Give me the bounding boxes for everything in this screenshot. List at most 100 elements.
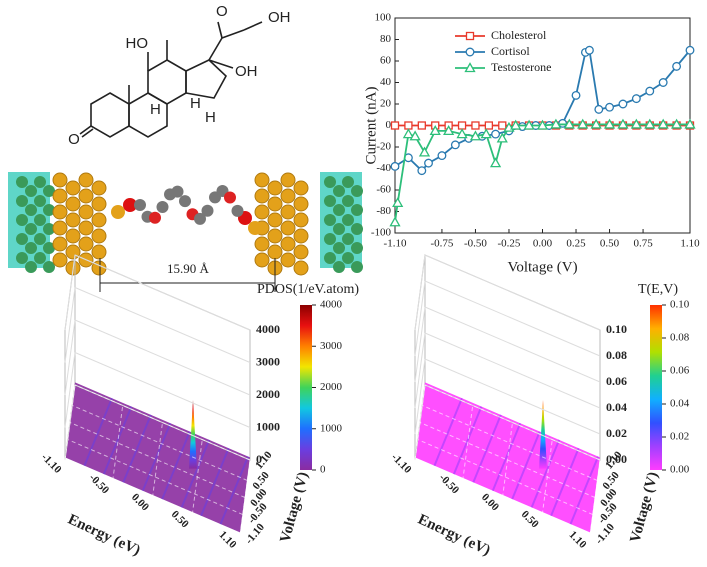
x-axis-label: Energy (eV)	[415, 512, 492, 559]
atom	[333, 204, 345, 216]
atom	[281, 253, 295, 267]
atom	[25, 261, 37, 273]
atom	[202, 205, 214, 217]
atom-label: HO	[126, 35, 149, 52]
z-tick-label: 0.02	[606, 426, 627, 440]
atom	[16, 252, 28, 264]
x-tick-label: 0.00	[533, 238, 553, 250]
colorbar	[300, 305, 312, 470]
colorbar-tick-label: 2000	[320, 381, 343, 393]
atom-label: H	[205, 109, 216, 126]
x-tick-label: 0.50	[169, 508, 191, 530]
atom	[351, 185, 363, 197]
figure: O OH HO OH H H H O 15.90 Å -100-80-60-40…	[0, 0, 707, 567]
atom	[92, 197, 106, 211]
atom	[255, 205, 269, 219]
y-tick-label: 0	[386, 119, 392, 131]
atom	[351, 242, 363, 254]
atom	[172, 186, 184, 198]
atom	[255, 189, 269, 203]
x-tick-label: 0.75	[633, 238, 653, 250]
y-tick-label: -60	[376, 184, 391, 196]
chart-title: T(E,V)	[638, 282, 678, 297]
y-tick-label: -80	[376, 205, 391, 217]
marker	[619, 100, 627, 108]
colorbar-tick-label: 4000	[320, 299, 343, 311]
marker	[472, 122, 479, 129]
x-axis-label: Voltage (V)	[507, 259, 577, 275]
y-tick-label: 100	[375, 12, 392, 24]
atom	[255, 253, 269, 267]
marker	[459, 122, 466, 129]
colorbar-tick-label: 0.02	[670, 431, 689, 443]
atom	[342, 176, 354, 188]
marker	[595, 106, 603, 114]
atom	[149, 212, 161, 224]
legend-label: Cholesterol	[491, 28, 547, 42]
z-tick-label: 3000	[256, 354, 280, 368]
marker	[686, 46, 694, 54]
atom	[79, 173, 93, 187]
colorbar-tick-label: 3000	[320, 340, 343, 352]
atom-label: OH	[268, 9, 291, 26]
atom	[342, 252, 354, 264]
surface	[415, 382, 600, 532]
y-axis-label: Voltage (V)	[627, 470, 661, 544]
atom	[16, 214, 28, 226]
atom	[179, 195, 191, 207]
grid-line	[75, 288, 250, 363]
marker	[572, 92, 580, 100]
atom	[294, 181, 308, 195]
atom	[53, 173, 67, 187]
atom-label: OH	[235, 63, 258, 80]
y-tick-label: 40	[380, 76, 392, 88]
atom	[34, 214, 46, 226]
atom	[53, 253, 67, 267]
atom	[333, 261, 345, 273]
colorbar-tick-label: 1000	[320, 422, 343, 434]
marker	[425, 159, 433, 167]
z-tick-label: 1000	[256, 419, 280, 433]
atom	[351, 261, 363, 273]
atom	[248, 221, 262, 235]
atom	[268, 181, 282, 195]
marker	[606, 103, 614, 111]
z-tick-label: 0.04	[606, 400, 627, 414]
atom	[342, 195, 354, 207]
marker	[659, 79, 667, 87]
atom	[134, 199, 146, 211]
marker	[452, 141, 460, 149]
atom	[232, 205, 244, 217]
atom	[224, 191, 236, 203]
legend-label: Cortisol	[491, 44, 530, 58]
marker	[438, 152, 446, 160]
y-axis-label: Voltage (V)	[277, 470, 311, 544]
atom	[34, 195, 46, 207]
atom	[34, 252, 46, 264]
atom	[25, 204, 37, 216]
marker	[491, 159, 500, 167]
atom	[333, 242, 345, 254]
atom	[268, 197, 282, 211]
x-tick-label: 0.50	[519, 508, 541, 530]
y-tick-label: 80	[380, 33, 392, 45]
marker	[646, 87, 654, 95]
atom	[16, 195, 28, 207]
atom	[324, 214, 336, 226]
atom	[66, 245, 80, 259]
distance-label: 15.90 Å	[167, 261, 210, 276]
series-line	[395, 124, 690, 222]
atom	[92, 245, 106, 259]
atom	[53, 205, 67, 219]
atom	[79, 237, 93, 251]
atom	[79, 221, 93, 235]
atom	[16, 233, 28, 245]
atom-label: H	[150, 101, 161, 118]
colorbar-tick-label: 0.06	[670, 365, 690, 377]
atom	[92, 181, 106, 195]
atom-label: O	[68, 131, 80, 148]
atom	[351, 204, 363, 216]
marker	[405, 122, 412, 129]
x-tick-label: 0.25	[566, 238, 586, 250]
atom	[53, 237, 67, 251]
